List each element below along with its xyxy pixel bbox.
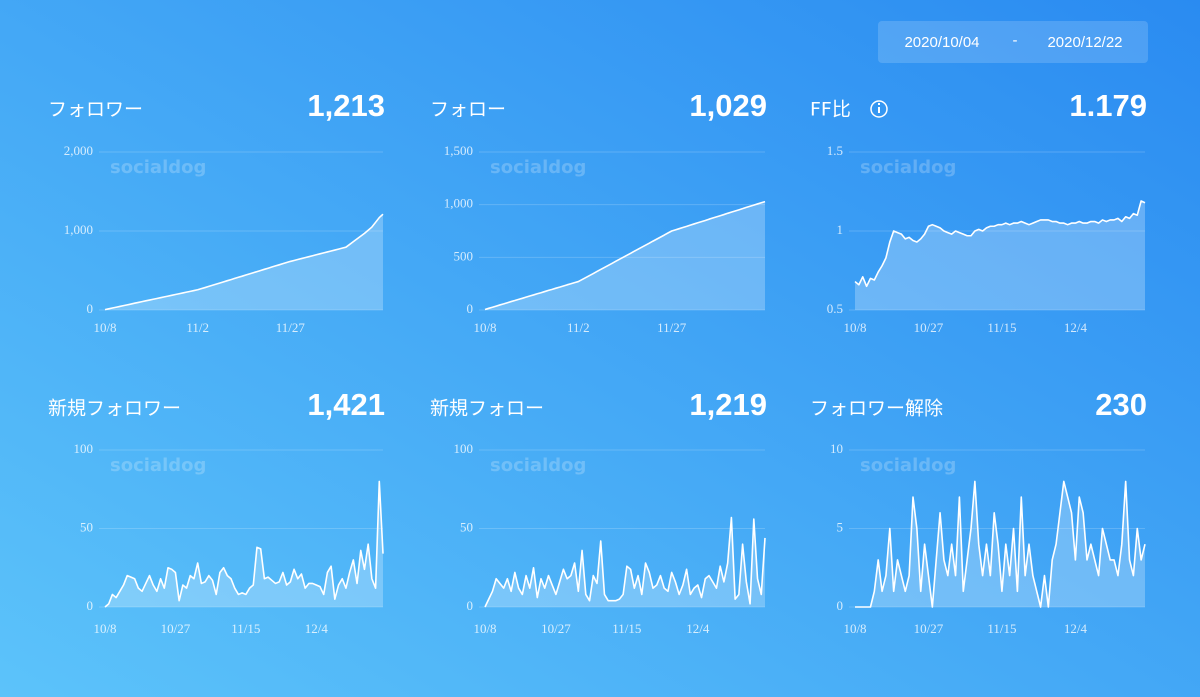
panel-total: 1,213: [307, 88, 385, 123]
y-tick-label: 50: [460, 519, 473, 534]
area: [485, 201, 765, 310]
y-tick-label: 100: [74, 441, 94, 456]
line: [104, 213, 384, 311]
area: [855, 481, 1145, 607]
line: [484, 200, 766, 311]
line: [484, 516, 766, 608]
panel-title: FF比: [810, 99, 851, 121]
date-start[interactable]: 2020/10/04: [904, 34, 979, 51]
y-tick-label: 100: [454, 441, 474, 456]
watermark: socialdog: [110, 455, 206, 476]
panel-title: フォロワー: [48, 99, 143, 121]
x-tick-label: 10/8: [473, 621, 496, 636]
x-tick-label: 11/15: [987, 621, 1016, 636]
line: [855, 480, 1146, 608]
x-tick-label: 10/8: [93, 621, 116, 636]
y-tick-label: 10: [830, 441, 843, 456]
panel-total: 1,421: [307, 387, 385, 422]
info-icon-dot: [878, 103, 880, 105]
date-range-box[interactable]: [878, 21, 1148, 63]
panel-total: 1.179: [1069, 88, 1147, 123]
watermark: socialdog: [860, 455, 956, 476]
panel-total: 1,029: [689, 88, 767, 123]
y-tick-label: 1: [837, 222, 844, 237]
x-tick-label: 10/27: [914, 621, 944, 636]
date-end[interactable]: 2020/12/22: [1047, 34, 1122, 51]
y-tick-label: 5: [837, 519, 844, 534]
x-tick-label: 12/4: [686, 621, 710, 636]
x-tick-label: 12/4: [1064, 320, 1088, 335]
x-tick-label: 11/15: [987, 320, 1016, 335]
date-separator: -: [1013, 32, 1018, 49]
y-tick-label: 0.5: [827, 301, 843, 316]
y-tick-label: 0: [467, 301, 474, 316]
y-tick-label: 1,500: [444, 143, 473, 158]
x-tick-label: 12/4: [305, 621, 329, 636]
y-tick-label: 50: [80, 519, 93, 534]
info-icon-bar: [878, 107, 880, 113]
watermark: socialdog: [490, 157, 586, 178]
y-tick-label: 1,000: [64, 222, 93, 237]
x-tick-label: 12/4: [1064, 621, 1088, 636]
watermark: socialdog: [490, 455, 586, 476]
x-tick-label: 11/2: [186, 320, 209, 335]
area: [105, 481, 383, 607]
watermark: socialdog: [110, 157, 206, 178]
watermark: socialdog: [860, 157, 956, 178]
panel-title: 新規フォロワー: [48, 398, 181, 420]
y-tick-label: 500: [454, 248, 474, 263]
x-tick-label: 11/15: [231, 621, 260, 636]
panel-title: フォロー: [430, 99, 506, 121]
x-tick-label: 10/8: [843, 320, 866, 335]
y-tick-label: 0: [87, 598, 94, 613]
x-tick-label: 11/27: [276, 320, 306, 335]
area: [855, 200, 1145, 310]
area: [105, 214, 383, 310]
x-tick-label: 10/27: [914, 320, 944, 335]
line: [854, 200, 1146, 288]
x-tick-label: 11/2: [567, 320, 590, 335]
y-tick-label: 0: [87, 301, 94, 316]
y-tick-label: 2,000: [64, 143, 93, 158]
x-tick-label: 10/8: [93, 320, 116, 335]
y-tick-label: 1,000: [444, 196, 473, 211]
x-tick-label: 11/15: [612, 621, 641, 636]
y-tick-label: 1.5: [827, 143, 843, 158]
panel-total: 1,219: [689, 387, 767, 422]
panel-title: フォロワー解除: [810, 398, 943, 420]
x-tick-label: 10/8: [843, 621, 866, 636]
panel-title: 新規フォロー: [430, 398, 544, 420]
panel-total: 230: [1095, 387, 1147, 422]
y-tick-label: 0: [837, 598, 844, 613]
x-tick-label: 10/27: [541, 621, 571, 636]
x-tick-label: 10/8: [473, 320, 496, 335]
y-tick-label: 0: [467, 598, 474, 613]
x-tick-label: 11/27: [657, 320, 687, 335]
x-tick-label: 10/27: [161, 621, 191, 636]
info-icon[interactable]: [870, 100, 888, 118]
line: [104, 480, 384, 608]
